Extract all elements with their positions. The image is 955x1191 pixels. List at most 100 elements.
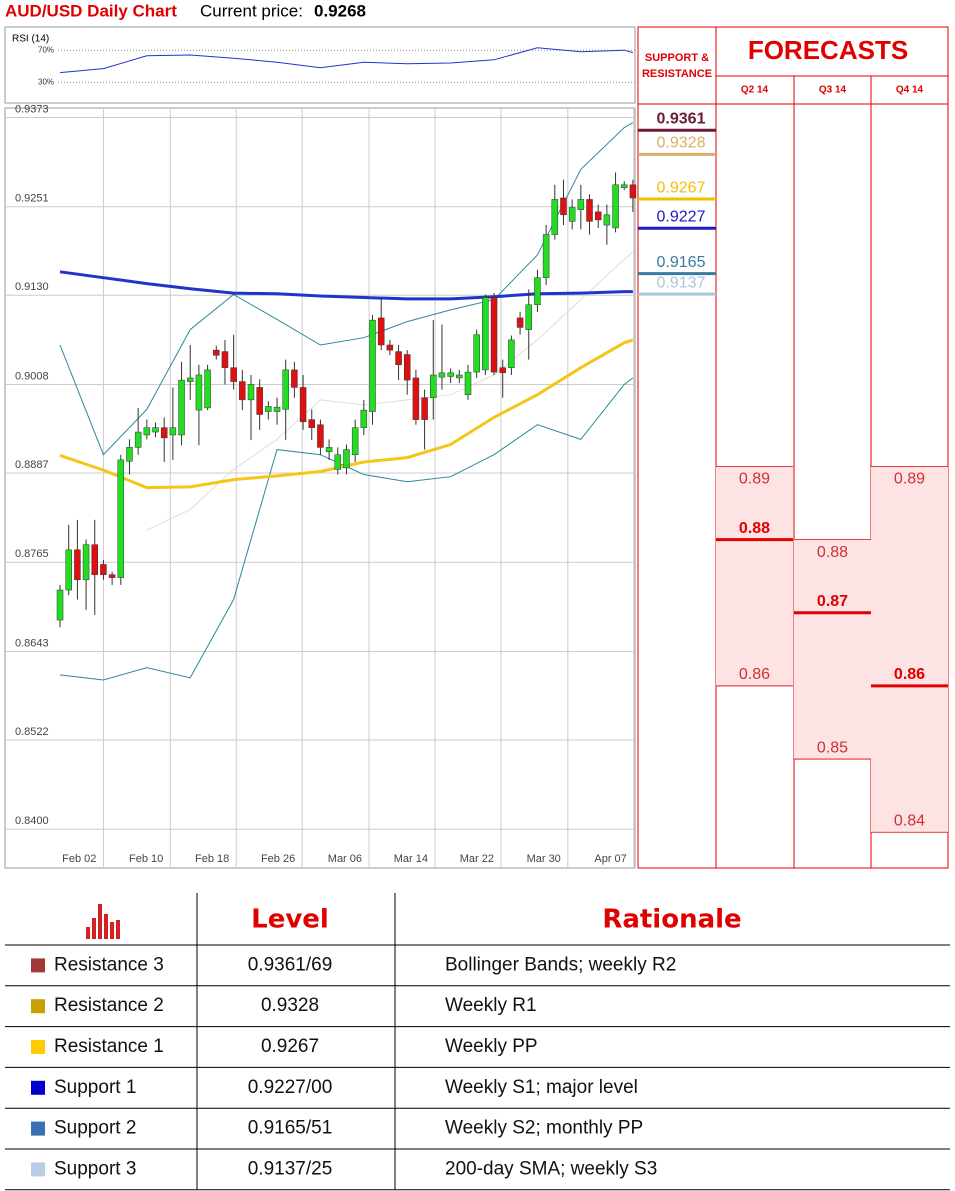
candle-body — [386, 344, 394, 351]
overlay-line — [59, 122, 634, 456]
candle-body — [126, 447, 133, 462]
overlay-line — [146, 251, 634, 531]
level-label: 0.9227 — [657, 209, 706, 226]
x-tick-label: Mar 06 — [328, 853, 362, 865]
candle-body — [360, 409, 368, 428]
candle-body — [403, 354, 411, 381]
candle-body — [178, 379, 185, 436]
candle-body — [265, 406, 272, 412]
candle-body — [456, 374, 463, 379]
candle-body — [586, 199, 593, 222]
candle-body — [308, 419, 316, 428]
row-level: 0.9361/69 — [248, 954, 333, 975]
candle-body — [620, 184, 628, 188]
level-label: 0.9361 — [657, 111, 706, 128]
row-name: Resistance 3 — [54, 954, 164, 975]
candle-body — [247, 384, 255, 401]
candle-body — [100, 564, 107, 575]
panel-frame — [637, 26, 949, 869]
row-name: Resistance 1 — [54, 1036, 164, 1057]
candle-body — [334, 454, 342, 470]
candle-body — [490, 297, 498, 373]
rsi-title: RSI (14) — [12, 34, 49, 45]
y-tick-label: 0.9251 — [15, 193, 49, 205]
column-header: Q2 14 — [741, 85, 769, 96]
y-tick-label: 0.9130 — [15, 281, 49, 293]
row-name: Resistance 2 — [54, 995, 164, 1016]
row-rationale: Weekly S2; monthly PP — [445, 1118, 643, 1139]
y-tick-label: 0.8400 — [15, 815, 49, 827]
forecast-title: FORECASTS — [748, 35, 908, 65]
level-label: 0.9137 — [657, 274, 706, 291]
candle-body — [317, 424, 324, 448]
price-label: Current price: — [200, 1, 303, 20]
forecast-range — [716, 466, 793, 686]
column-header: Q4 14 — [896, 85, 924, 96]
candle-body — [499, 367, 506, 374]
candle-body — [134, 431, 142, 448]
candle-body — [273, 406, 281, 412]
row-swatch — [31, 999, 45, 1014]
y-tick-label: 0.8887 — [15, 459, 49, 471]
row-rationale: Weekly R1 — [445, 995, 537, 1016]
candle-body — [395, 351, 402, 365]
candle-body — [108, 574, 116, 578]
x-tick-label: Feb 26 — [261, 853, 295, 865]
candle-body — [186, 377, 194, 382]
y-tick-label: 0.8522 — [15, 726, 49, 738]
candle-body — [438, 372, 446, 378]
y-tick-label: 30% — [38, 77, 54, 86]
row-level: 0.9328 — [261, 995, 319, 1016]
candle-body — [525, 304, 533, 330]
candle-body — [325, 447, 333, 453]
forecast-label: 0.85 — [817, 739, 848, 756]
table-header: Rationale — [602, 905, 741, 935]
candle-body — [299, 387, 307, 423]
forecast-label: 0.86 — [739, 666, 770, 683]
row-level: 0.9137/25 — [248, 1158, 333, 1179]
candle-body — [560, 197, 567, 216]
candle-body — [160, 427, 168, 439]
row-swatch — [31, 1040, 45, 1054]
candle-body — [343, 449, 350, 469]
candle-body — [508, 339, 515, 368]
overlay-line — [59, 338, 634, 490]
x-tick-label: Feb 18 — [195, 853, 229, 865]
candle-body — [421, 397, 428, 420]
candle-body — [412, 377, 420, 420]
candle-body — [473, 334, 480, 373]
forecast-median-label: 0.86 — [894, 666, 925, 683]
y-tick-label: 0.8643 — [15, 637, 49, 649]
candle-body — [56, 589, 64, 621]
forecast-range — [871, 466, 948, 833]
forecast-range — [794, 539, 871, 760]
level-label: 0.9328 — [657, 135, 706, 152]
candle-body — [117, 459, 125, 578]
candle-body — [603, 214, 611, 226]
candle-body — [82, 544, 90, 581]
candle-body — [256, 387, 263, 415]
page-title: AUD/USD Daily Chart — [5, 1, 177, 20]
row-name: Support 3 — [54, 1158, 136, 1179]
candle-body — [91, 544, 99, 575]
price-value: 0.9268 — [314, 1, 366, 20]
row-name: Support 2 — [54, 1118, 136, 1139]
x-tick-label: Mar 14 — [394, 853, 428, 865]
table-icon — [86, 904, 120, 939]
row-rationale: Weekly S1; major level — [445, 1077, 638, 1098]
candle-body — [542, 234, 550, 278]
forecast-label: 0.88 — [817, 544, 848, 561]
candle-body — [612, 184, 619, 229]
row-swatch — [31, 958, 45, 973]
x-tick-label: Mar 22 — [460, 853, 494, 865]
row-swatch — [31, 1080, 45, 1095]
candle-body — [534, 277, 541, 306]
candle-body — [152, 427, 159, 433]
y-tick-label: 70% — [38, 45, 54, 54]
candle-body — [291, 369, 298, 388]
row-swatch — [31, 1162, 45, 1177]
row-rationale: Bollinger Bands; weekly R2 — [445, 954, 676, 975]
y-tick-label: 0.9008 — [15, 370, 49, 382]
